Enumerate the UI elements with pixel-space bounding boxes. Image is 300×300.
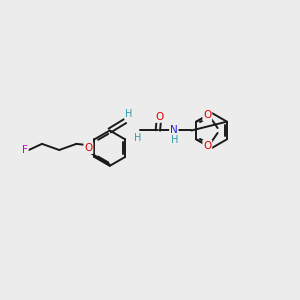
Text: H: H xyxy=(134,133,141,143)
Text: O: O xyxy=(203,141,212,151)
Text: O: O xyxy=(84,143,92,153)
Text: H: H xyxy=(171,135,178,145)
Text: O: O xyxy=(203,110,212,120)
Text: H: H xyxy=(125,109,132,119)
Text: N: N xyxy=(170,125,178,136)
Text: F: F xyxy=(22,145,28,155)
Text: O: O xyxy=(155,112,163,122)
